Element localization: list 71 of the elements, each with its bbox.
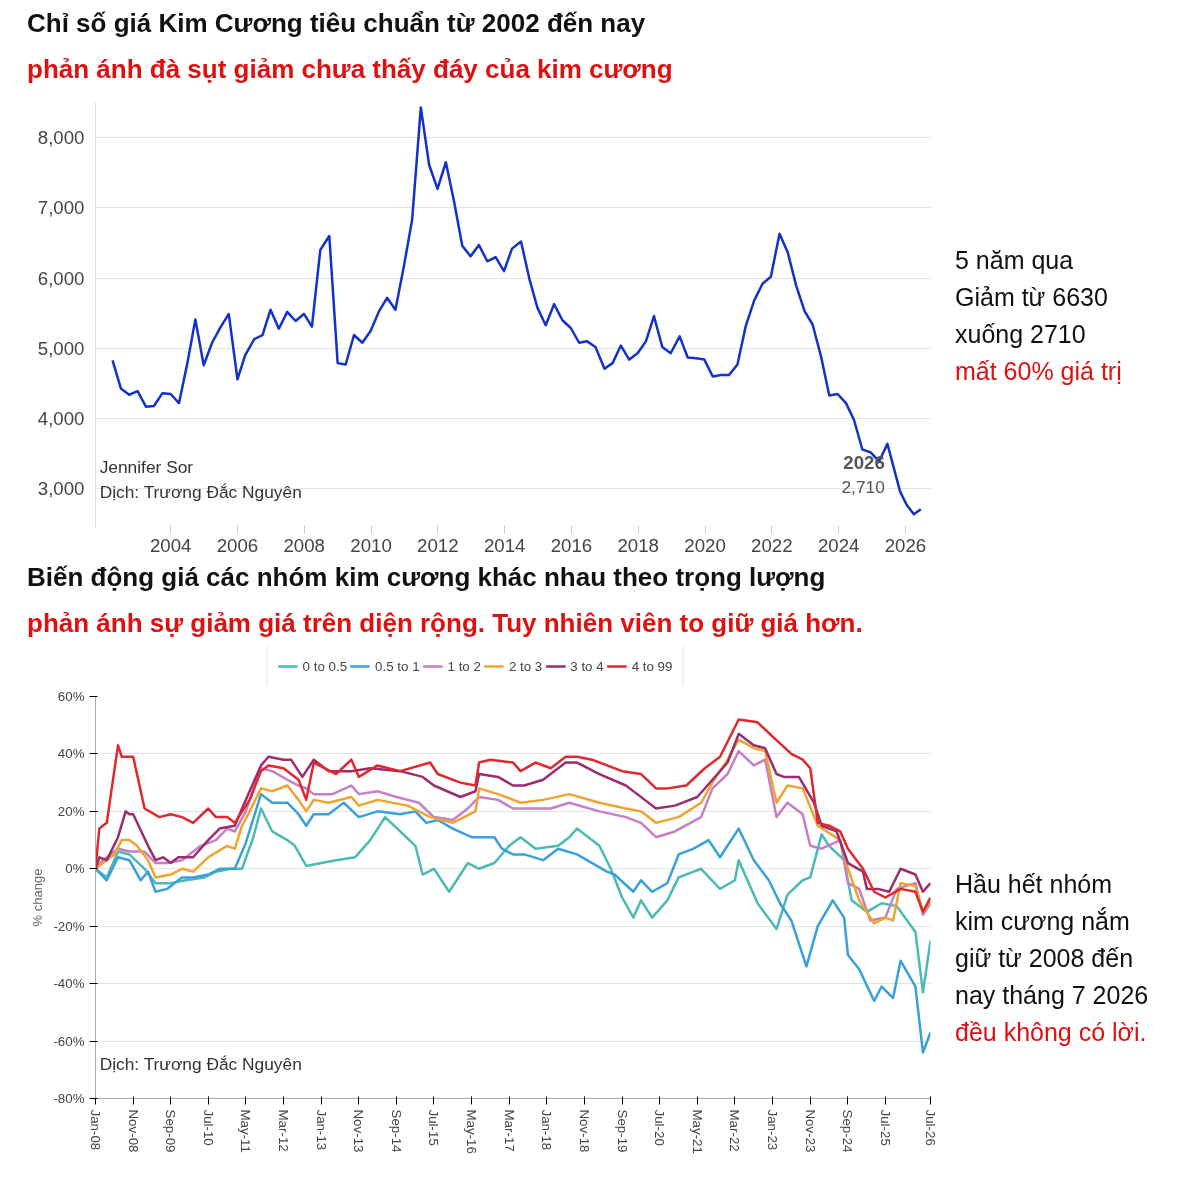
y-tick-label: -20%: [53, 918, 85, 934]
x-tick-label: Nov-23: [802, 1109, 818, 1153]
x-tick-label: 2026: [884, 534, 927, 556]
y-tick-label: 4,000: [37, 408, 85, 430]
x-tick-label: Sep-14: [388, 1109, 404, 1154]
y-tick-label: 8,000: [37, 127, 85, 149]
annotation: Dịch: Trương Đắc Nguyên: [99, 1054, 302, 1075]
x-tick-label: Mar-17: [501, 1109, 517, 1152]
x-tick-label: Sep-19: [614, 1109, 630, 1153]
x-tick-label: Sep-24: [840, 1109, 856, 1154]
annotation: 2026: [843, 452, 885, 474]
y-tick-label: -80%: [53, 1091, 85, 1106]
x-tick-label: Jul-10: [200, 1109, 216, 1146]
y-tick-label: 40%: [57, 746, 85, 762]
legend-label: 3 to 4: [570, 658, 604, 674]
x-tick-label: Jul-15: [426, 1109, 442, 1146]
x-tick-label: 2016: [550, 534, 593, 556]
x-tick-label: Jan-13: [313, 1109, 329, 1151]
chart-subtitle: phản ánh đà sụt giảm chưa thấy đáy của kim cương: [27, 53, 673, 86]
y-tick-label: 5,000: [37, 337, 85, 359]
x-tick-label: 2010: [350, 534, 392, 556]
x-tick-label: Jul-26: [923, 1109, 938, 1146]
x-tick-label: Sep-09: [163, 1109, 179, 1153]
x-tick-label: Mar-22: [727, 1109, 743, 1152]
y-tick-label: 7,000: [37, 197, 85, 219]
legend-label: 2 to 3: [508, 658, 543, 674]
chart-title: Biến động giá các nhóm kim cương khác nhau theo trọng lượng: [27, 561, 826, 594]
x-tick-label: 2006: [216, 534, 259, 556]
x-tick-label: May-11: [238, 1109, 254, 1153]
x-tick-label: 2008: [283, 534, 326, 556]
line-series: [95, 792, 931, 1054]
annotation: Jennifer Sor: [99, 456, 194, 477]
x-tick-label: Nov-18: [577, 1109, 593, 1153]
x-tick-label: May-16: [464, 1109, 480, 1154]
x-tick-label: Jan-08: [88, 1109, 103, 1151]
x-tick-label: Jan-18: [539, 1109, 555, 1151]
y-axis-title: % change: [30, 868, 46, 927]
y-tick-label: 3,000: [37, 478, 85, 500]
x-tick-label: May-21: [689, 1109, 705, 1154]
annotation: Dịch: Trương Đắc Nguyên: [99, 482, 302, 502]
x-tick-label: Jan-23: [765, 1109, 781, 1151]
text: Hầu hết nhóm kim cương nắm giữ từ 2008 đến nay tháng 7 2026: [955, 869, 1149, 1011]
text: mất 60% giá trị: [955, 356, 1122, 387]
x-tick-label: 2014: [483, 534, 526, 556]
x-tick-label: Jul-20: [652, 1109, 668, 1146]
annotation: 2,710: [841, 477, 885, 498]
legend-label: 0.5 to 1: [375, 658, 420, 674]
line-series: [95, 732, 931, 894]
x-tick-label: 2024: [817, 534, 860, 556]
y-tick-label: 0%: [65, 861, 85, 877]
y-tick-label: 20%: [57, 803, 85, 819]
x-tick-label: Jul-25: [877, 1109, 893, 1146]
legend-label: 1 to 2: [447, 658, 481, 674]
legend-label: 0 to 0.5: [302, 658, 348, 674]
x-tick-label: Nov-13: [351, 1109, 367, 1153]
x-tick-label: 2020: [684, 534, 726, 556]
legend-label: 4 to 99: [631, 658, 673, 674]
y-tick-label: 60%: [57, 689, 85, 704]
x-tick-label: 2004: [149, 534, 192, 556]
text: đều không có lời.: [955, 1017, 1148, 1048]
y-tick-label: -40%: [53, 976, 85, 992]
x-tick-label: 2022: [751, 534, 793, 556]
text: 5 năm qua Giảm từ 6630 xuống 2710: [955, 245, 1109, 350]
chart-subtitle: phản ánh sự giảm giá trên diện rộng. Tuy nhiên viên to giữ giá hơn.: [27, 607, 863, 640]
x-tick-label: Mar-12: [275, 1109, 291, 1152]
x-tick-label: Nov-08: [125, 1109, 141, 1153]
y-tick-label: 6,000: [37, 267, 85, 289]
y-tick-label: -60%: [53, 1033, 85, 1049]
chart-title: Chỉ số giá Kim Cương tiêu chuẩn từ 2002 đến nay: [27, 7, 646, 40]
x-tick-label: 2018: [617, 534, 660, 556]
x-tick-label: 2012: [417, 534, 459, 556]
